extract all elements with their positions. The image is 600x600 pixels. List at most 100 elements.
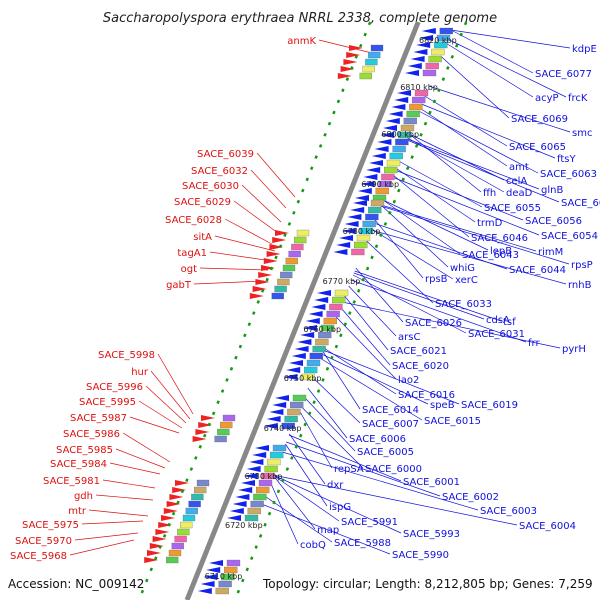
forward-gene-block <box>182 514 196 522</box>
reverse-leader-line <box>272 474 316 530</box>
genome-track <box>137 21 468 600</box>
reverse-leader-line <box>445 42 534 98</box>
backbone-line <box>184 21 421 600</box>
reverse-gene-arrow <box>333 249 348 255</box>
reverse-leader-line <box>298 409 333 469</box>
kbp-tick-label: 6740 kbp <box>264 424 302 433</box>
reverse-gene-block <box>264 465 278 473</box>
reverse-gene-block <box>256 486 270 494</box>
reverse-gene-label: SACE_6026 <box>405 318 462 329</box>
reverse-gene-label: SACE_6063 <box>540 169 597 180</box>
forward-track-dots <box>137 21 372 600</box>
reverse-gene-arrow <box>377 139 392 145</box>
reverse-gene-block <box>368 206 382 214</box>
reverse-leader-line <box>419 107 508 167</box>
reverse-leader-line <box>323 347 397 395</box>
reverse-gene-block <box>218 580 232 588</box>
forward-gene-arrow <box>158 522 173 528</box>
forward-leader-line <box>157 353 194 415</box>
gene-labels: anmK SACE_6039 SACE_6032 SACE_6030 SACE_6029… <box>10 36 600 562</box>
reverse-gene-label: SACE_6001 <box>403 477 460 488</box>
forward-gene-arrow <box>152 536 167 542</box>
forward-gene-label: SACE_5968 <box>10 551 67 562</box>
reverse-gene-arrow <box>380 132 395 138</box>
reverse-leader-line <box>335 316 397 380</box>
reverse-gene-block <box>332 296 346 304</box>
gene-blocks <box>166 27 453 595</box>
reverse-gene-arrow <box>252 452 267 458</box>
reverse-leader-line <box>409 133 505 181</box>
reverse-leader-line <box>348 285 397 337</box>
reverse-leader-line <box>300 405 364 469</box>
forward-gene-label: gdh <box>74 491 93 502</box>
forward-gene-label: SACE_5998 <box>98 350 155 361</box>
forward-leader-line <box>88 509 149 517</box>
reverse-gene-label: trmD <box>477 218 503 229</box>
kbp-tick-label: 6820 kbp <box>419 36 457 45</box>
reverse-gene-arrow <box>388 111 403 117</box>
reverse-gene-block <box>247 507 261 515</box>
reverse-gene-arrow <box>314 297 329 303</box>
reverse-gene-block <box>318 331 332 339</box>
reverse-gene-label: celA <box>506 176 527 187</box>
reverse-gene-arrow <box>235 494 250 500</box>
reverse-gene-block <box>292 394 307 402</box>
reverse-leader-line <box>286 441 441 497</box>
reverse-gene-arrow <box>336 242 351 248</box>
reverse-gene-block <box>309 352 323 360</box>
forward-gene-arrow <box>275 230 289 236</box>
reverse-gene-arrow <box>241 480 255 486</box>
forward-leader-line <box>109 462 161 475</box>
reverse-leader-line <box>350 279 527 343</box>
reverse-gene-block <box>414 89 429 97</box>
forward-leader-line <box>150 370 191 420</box>
reverse-leader-line <box>380 204 449 268</box>
reverse-gene-arrow <box>421 28 436 34</box>
forward-gene-block <box>194 486 207 494</box>
reverse-gene-label: rpsB <box>425 274 448 285</box>
forward-gene-arrow <box>346 52 361 58</box>
reverse-gene-block <box>272 444 287 452</box>
forward-gene-arrow <box>340 66 355 72</box>
forward-gene-block <box>214 435 227 443</box>
forward-gene-label: SACE_6039 <box>197 149 254 160</box>
reverse-gene-block <box>290 401 304 409</box>
reverse-gene-label: smc <box>572 128 592 139</box>
forward-gene-block <box>285 257 298 265</box>
reverse-leader-line <box>395 167 476 223</box>
forward-gene-label: SACE_6029 <box>174 197 231 208</box>
reverse-leader-line <box>319 357 423 421</box>
reverse-gene-block <box>304 366 318 374</box>
reverse-gene-label: rpsP <box>571 260 593 271</box>
reverse-leader-line <box>374 219 424 279</box>
reverse-leader-line <box>311 376 361 424</box>
kbp-tick-label: 6790 kbp <box>361 180 399 189</box>
forward-gene-block <box>288 250 301 258</box>
kbp-tick-label: 6780 kbp <box>343 227 381 236</box>
reverse-leader-line <box>450 29 571 49</box>
reverse-leader-line <box>409 133 482 193</box>
reverse-gene-arrow <box>275 395 289 401</box>
reverse-gene-label: kdpE <box>572 44 597 55</box>
reverse-gene-arrow <box>294 346 309 352</box>
reverse-gene-label: SACE_6031 <box>468 329 525 340</box>
forward-gene-arrow <box>252 286 267 292</box>
forward-gene-block <box>277 278 290 286</box>
kbp-ticks: 6820 kbp 6810 kbp 6800 kbp 6790 kbp 6780 kbp… <box>205 36 457 581</box>
reverse-leader-line <box>307 387 348 439</box>
reverse-leader-line <box>380 205 570 265</box>
reverse-gene-block <box>431 48 445 56</box>
forward-gene-label: SACE_5987 <box>70 413 127 424</box>
kbp-tick-label: 6770 kbp <box>323 277 361 286</box>
reverse-gene-arrow <box>357 188 372 194</box>
reverse-leader-line <box>264 495 333 543</box>
reverse-gene-arrow <box>383 125 397 131</box>
reverse-leader-line <box>355 267 404 323</box>
reverse-leader-line <box>322 350 361 410</box>
reverse-gene-arrow <box>227 515 241 521</box>
forward-leader-line <box>81 520 144 525</box>
reverse-leader-line <box>392 174 470 238</box>
reverse-leader-line <box>382 199 489 251</box>
forward-gene-arrow <box>169 494 184 500</box>
reverse-gene-label: SACE_6054 <box>541 231 598 242</box>
